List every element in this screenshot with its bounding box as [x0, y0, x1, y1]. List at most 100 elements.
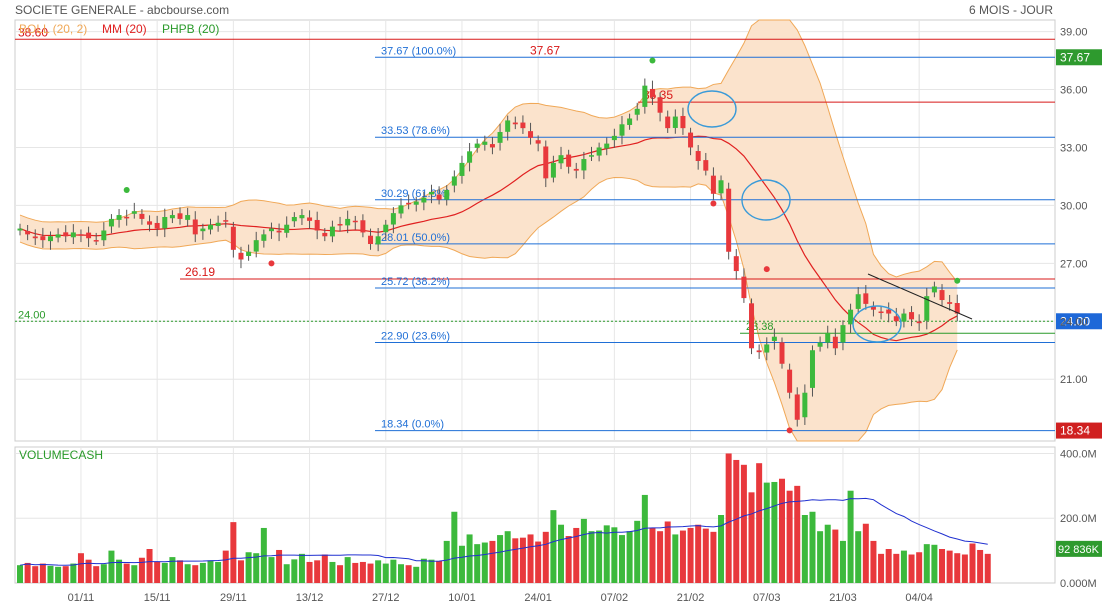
- volume-tick-label: 400.0M: [1060, 448, 1097, 460]
- candle-body: [550, 162, 556, 178]
- candle-body: [756, 350, 762, 353]
- candle-body: [817, 342, 823, 347]
- candle-body: [855, 294, 861, 309]
- volume-bar: [352, 562, 359, 583]
- candle-body: [566, 154, 572, 167]
- candle-body: [428, 191, 434, 195]
- candle-body: [230, 226, 236, 250]
- fibonacci-label: 33.53 (78.6%): [381, 125, 450, 137]
- pivot-dot: [268, 260, 275, 267]
- candle-body: [909, 312, 915, 320]
- candle-body: [848, 309, 854, 325]
- volume-bar: [283, 564, 290, 583]
- fibonacci-label: 25.72 (38.2%): [381, 276, 450, 288]
- volume-bar: [779, 478, 785, 583]
- x-tick-label: 13/12: [296, 592, 324, 604]
- volume-bar: [359, 561, 366, 583]
- pivot-dot: [710, 200, 717, 207]
- fibonacci-label: 37.67 (100.0%): [381, 45, 456, 57]
- candle-body: [208, 224, 213, 230]
- volume-bar: [154, 561, 161, 583]
- candle-body: [162, 216, 168, 229]
- price-tag: [1056, 422, 1102, 439]
- volume-bar: [573, 527, 580, 583]
- candle-body: [185, 215, 191, 220]
- candle-body: [25, 230, 31, 235]
- candle-body: [558, 155, 564, 164]
- candle-body: [787, 369, 793, 393]
- candle-body: [192, 219, 198, 235]
- volume-bar: [611, 527, 618, 583]
- candle-body: [261, 234, 267, 241]
- candle-body: [543, 146, 549, 179]
- volume-bar: [443, 540, 450, 583]
- volume-bar: [824, 524, 831, 583]
- volume-bar: [344, 557, 351, 583]
- candle-body: [337, 224, 343, 226]
- candle-body: [215, 222, 221, 226]
- pivot-dot: [786, 427, 793, 434]
- x-tick-label: 27/12: [372, 592, 400, 604]
- candle-body: [604, 143, 610, 149]
- candle-body: [352, 220, 358, 223]
- volume-bar: [786, 490, 793, 583]
- volume-bar: [527, 534, 534, 583]
- candle-body: [611, 135, 617, 141]
- legend-phpb: PHPB (20): [162, 22, 219, 36]
- candle-body: [116, 215, 122, 220]
- pivot-dot: [649, 57, 656, 64]
- candle-body: [398, 205, 404, 214]
- candle-body: [649, 88, 655, 98]
- candle-body: [794, 394, 800, 420]
- volume-bar: [375, 560, 382, 583]
- fibonacci-label: 28.01 (50.0%): [381, 232, 450, 244]
- price-tag-label: 18.34: [1060, 424, 1090, 438]
- price-level-label: 24.00: [18, 309, 46, 321]
- candle-body: [489, 144, 495, 148]
- pivot-dot: [954, 277, 961, 284]
- candle-body: [901, 313, 907, 322]
- candle-body: [177, 213, 183, 219]
- volume-bar: [558, 524, 565, 583]
- candle-body: [246, 251, 252, 256]
- volume-bar: [893, 553, 900, 583]
- candle-body: [931, 286, 937, 293]
- volume-bar: [756, 463, 763, 583]
- volume-bar: [398, 564, 404, 583]
- chart-annotations: [687, 90, 973, 343]
- highlight-ellipse: [852, 305, 902, 343]
- volume-bar: [32, 566, 39, 583]
- x-tick-label: 07/03: [753, 592, 781, 604]
- volume-bar: [969, 543, 976, 583]
- volume-bar: [215, 561, 222, 583]
- volume-bar: [436, 560, 443, 583]
- price-tag: [1056, 313, 1102, 330]
- candle-body: [307, 217, 313, 221]
- legend-boll: BOLL (20, 2): [19, 22, 87, 36]
- candle-body: [596, 147, 602, 156]
- volume-bar: [237, 560, 244, 583]
- volume-bar: [161, 562, 168, 583]
- candle-body: [390, 213, 396, 225]
- volume-bar: [809, 511, 816, 583]
- candle-body: [375, 236, 381, 245]
- candle-body: [467, 151, 473, 163]
- candle-body: [223, 220, 229, 222]
- volume-bar: [550, 510, 557, 583]
- candle-body: [870, 306, 876, 310]
- volume-bar: [900, 550, 907, 583]
- volume-bar: [535, 541, 542, 583]
- candle-body: [345, 218, 351, 226]
- candle-body: [200, 228, 206, 232]
- volume-bar: [39, 563, 46, 583]
- volume-bar: [192, 565, 199, 583]
- candle-body: [291, 216, 297, 222]
- candle-body: [680, 115, 686, 129]
- candle-body: [771, 336, 777, 341]
- volume-bar: [367, 563, 374, 583]
- volume-bar: [885, 549, 892, 583]
- candle-body: [710, 175, 716, 194]
- volume-bar: [580, 518, 587, 583]
- candle-body: [619, 124, 625, 136]
